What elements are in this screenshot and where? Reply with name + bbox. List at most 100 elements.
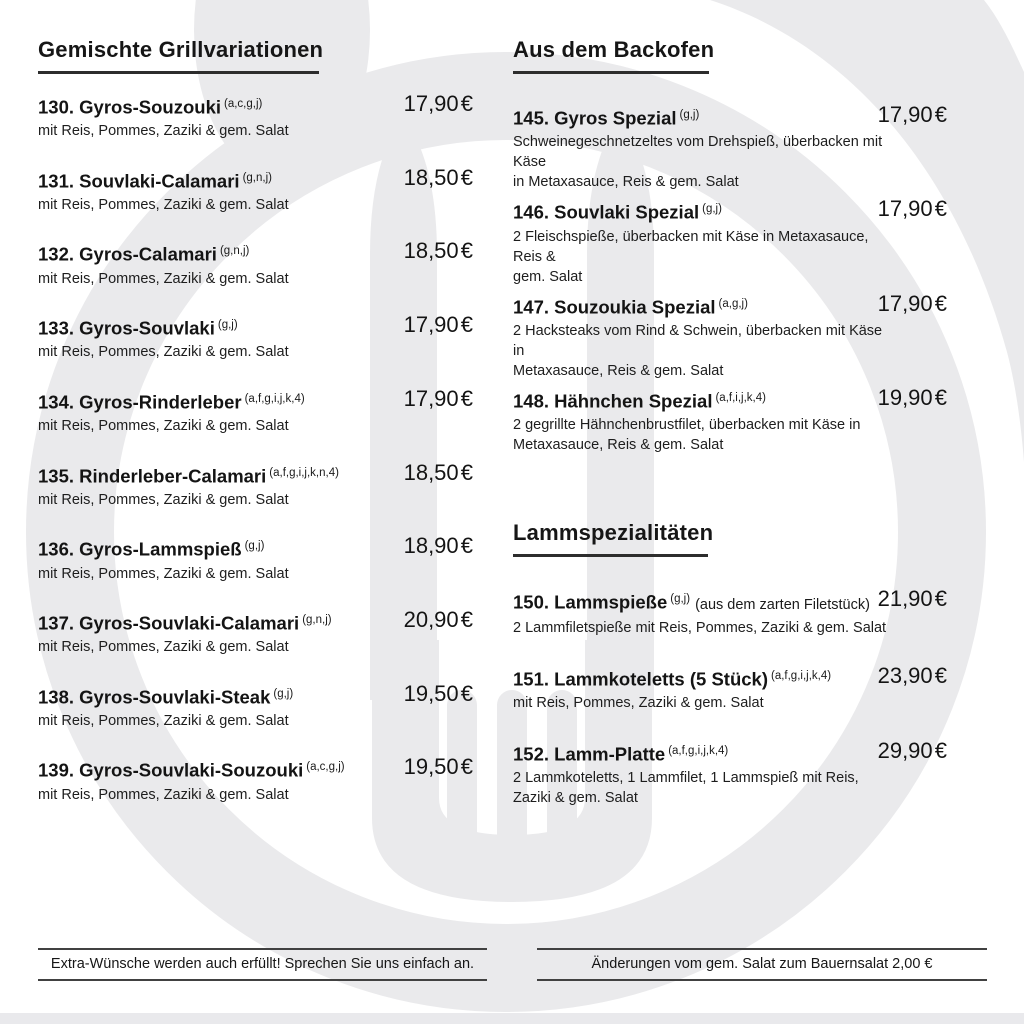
item-price: 18,90 € xyxy=(403,533,473,559)
item-title: 146. Souvlaki Spezial xyxy=(513,201,700,223)
item-title-row: 132. Gyros-Calamari (g,n,j) 18,50 € xyxy=(38,238,473,268)
item-description: mit Reis, Pommes, Zaziki & gem. Salat xyxy=(38,418,289,435)
menu-item: 145. Gyros Spezial (g,j) 17,90 € Schweinege… xyxy=(513,102,947,192)
item-price: 29,90 € xyxy=(877,737,947,763)
item-title-row: 133. Gyros-Souvlaki (g,j) 17,90 € xyxy=(38,312,473,342)
allergen-codes: (g,n,j) xyxy=(219,245,250,258)
item-list: 145. Gyros Spezial (g,j) 17,90 € Schweinege… xyxy=(513,74,947,455)
item-title-row: 147. Souzoukia Spezial (a,g,j) 17,90 € xyxy=(513,291,947,321)
allergen-codes: (g,j) xyxy=(679,109,700,121)
allergen-codes: (g,j) xyxy=(244,540,265,553)
menu-item: 132. Gyros-Calamari (g,n,j) 18,50 € mit Rei… xyxy=(38,238,473,288)
menu-item: 148. Hähnchen Spezial (a,f,i,j,k,4) 19,90 … xyxy=(513,384,947,455)
menu-item: 146. Souvlaki Spezial (g,j) 17,90 € 2 Fleis… xyxy=(513,196,947,286)
menu-item: 134. Gyros-Rinderleber (a,f,g,i,j,k,4) 17,… xyxy=(38,385,473,436)
allergen-codes: (a,c,g,j) xyxy=(306,761,345,774)
item-title-row: 148. Hähnchen Spezial (a,f,i,j,k,4) 19,90 … xyxy=(513,384,947,415)
menu-item: 137. Gyros-Souvlaki-Calamari (g,n,j) 20,90… xyxy=(38,607,473,657)
item-title: 134. Gyros-Rinderleber xyxy=(38,391,242,413)
section-lammspezialitaeten: Lammspezialitäten 150. Lammspieße (g,j) (a… xyxy=(513,519,947,808)
allergen-codes: (g,n,j) xyxy=(302,614,332,627)
menu-item: 133. Gyros-Souvlaki (g,j) 17,90 € mit Reis,… xyxy=(38,312,473,362)
item-title: 136. Gyros-Lammspieß xyxy=(38,538,242,560)
item-title-row: 145. Gyros Spezial (g,j) 17,90 € xyxy=(513,102,947,132)
allergen-codes: (a,f,g,i,j,k,4) xyxy=(668,744,729,757)
item-description: Schweinegeschnetzeltes vom Drehspieß, üb… xyxy=(513,134,883,191)
allergen-codes: (g,j) xyxy=(670,593,691,606)
item-title: 150. Lammspieße xyxy=(513,591,668,613)
item-list: 130. Gyros-Souzouki (a,c,g,j) 17,90 € mit R… xyxy=(38,74,473,805)
item-title: 147. Souzoukia Spezial xyxy=(513,295,716,317)
item-price: 23,90 € xyxy=(877,662,947,688)
section-backofen: Aus dem Backofen 145. Gyros Spezial (g,j)… xyxy=(513,36,947,455)
item-title: 133. Gyros-Souvlaki xyxy=(38,317,215,339)
item-price: 17,90 € xyxy=(403,385,473,411)
section-grillvariationen: Gemischte Grillvariationen 130. Gyros-So… xyxy=(38,36,473,805)
menu-item: 139. Gyros-Souvlaki-Souzouki (a,c,g,j) 19,… xyxy=(38,754,473,804)
item-title: 135. Rinderleber-Calamari xyxy=(38,464,267,486)
item-title: 151. Lammkoteletts (5 Stück) xyxy=(513,667,768,689)
item-price: 18,50 € xyxy=(403,459,473,485)
item-title: 132. Gyros-Calamari xyxy=(38,243,217,265)
item-price: 17,90 € xyxy=(877,196,947,222)
allergen-codes: (g,j) xyxy=(217,319,238,332)
item-description: 2 Fleischspieße, überbacken mit Käse in … xyxy=(513,228,869,285)
section-underline xyxy=(38,71,319,74)
item-title: 130. Gyros-Souzouki xyxy=(38,96,221,118)
item-description: mit Reis, Pommes, Zaziki & gem. Salat xyxy=(38,270,289,287)
item-description: mit Reis, Pommes, Zaziki & gem. Salat xyxy=(38,565,289,582)
item-list: 150. Lammspieße (g,j) (aus dem zarten File… xyxy=(513,557,947,808)
allergen-codes: (g,j) xyxy=(273,687,294,700)
item-price: 18,50 € xyxy=(403,238,473,264)
allergen-codes: (a,f,g,i,j,k,n,4) xyxy=(269,466,339,479)
section-title: Aus dem Backofen xyxy=(513,37,715,62)
item-description: mit Reis, Pommes, Zaziki & gem. Salat xyxy=(513,694,764,711)
footer-note-right-text: Änderungen vom gem. Salat zum Bauernsala… xyxy=(591,956,933,972)
item-price: 17,90 € xyxy=(877,102,947,127)
item-title: 148. Hähnchen Spezial xyxy=(513,390,713,412)
item-title-row: 139. Gyros-Souvlaki-Souzouki (a,c,g,j) 19,… xyxy=(38,754,473,784)
menu-item: 136. Gyros-Lammspieß (g,j) 18,90 € mit Reis… xyxy=(38,533,473,583)
allergen-codes: (a,f,i,j,k,4) xyxy=(715,391,766,404)
footer-note-left: Extra-Wünsche werden auch erfüllt! Sprec… xyxy=(38,948,487,981)
item-description: mit Reis, Pommes, Zaziki & gem. Salat xyxy=(38,713,289,730)
item-price: 19,90 € xyxy=(877,384,947,410)
menu-item: 130. Gyros-Souzouki (a,c,g,j) 17,90 € mit R… xyxy=(38,91,473,141)
menu-item: 147. Souzoukia Spezial (a,g,j) 17,90 € 2 Ha… xyxy=(513,291,947,381)
section-underline xyxy=(513,71,709,74)
allergen-codes: (a,f,g,i,j,k,4) xyxy=(244,392,305,405)
item-price: 20,90 € xyxy=(403,607,473,633)
item-description: mit Reis, Pommes, Zaziki & gem. Salat xyxy=(38,344,289,361)
item-description: 2 Lammkoteletts, 1 Lammfilet, 1 Lammspie… xyxy=(513,770,859,807)
item-description: 2 Lammfiletspieße mit Reis, Pommes, Zazi… xyxy=(513,619,887,636)
item-price: 19,50 € xyxy=(403,680,473,706)
item-description: mit Reis, Pommes, Zaziki & gem. Salat xyxy=(38,786,289,803)
item-description: 2 Hacksteaks vom Rind & Schwein, überbac… xyxy=(513,322,883,379)
item-title-row: 135. Rinderleber-Calamari (a,f,g,i,j,k,n,… xyxy=(38,459,473,490)
allergen-codes: (g,n,j) xyxy=(242,171,272,184)
item-price: 19,50 € xyxy=(403,754,473,780)
menu-item: 150. Lammspieße (g,j) (aus dem zarten File… xyxy=(513,586,947,637)
item-price: 21,90 € xyxy=(877,586,947,612)
section-title: Gemischte Grillvariationen xyxy=(38,37,324,62)
item-title-row: 130. Gyros-Souzouki (a,c,g,j) 17,90 € xyxy=(38,91,473,121)
item-title-row: 150. Lammspieße (g,j) (aus dem zarten File… xyxy=(513,586,947,617)
item-note: (aus dem zarten Filetstück) xyxy=(695,596,870,613)
item-description: mit Reis, Pommes, Zaziki & gem. Salat xyxy=(38,197,289,214)
allergen-codes: (a,g,j) xyxy=(718,297,748,310)
item-description: mit Reis, Pommes, Zaziki & gem. Salat xyxy=(38,491,289,508)
item-title: 145. Gyros Spezial xyxy=(513,107,677,129)
item-title-row: 146. Souvlaki Spezial (g,j) 17,90 € xyxy=(513,196,947,226)
menu-item: 152. Lamm-Platte (a,f,g,i,j,k,4) 29,90 € 2 … xyxy=(513,737,947,808)
item-price: 17,90 € xyxy=(403,91,473,116)
item-description: mit Reis, Pommes, Zaziki & gem. Salat xyxy=(38,123,289,140)
item-title: 139. Gyros-Souvlaki-Souzouki xyxy=(38,759,304,781)
menu-item: 151. Lammkoteletts (5 Stück) (a,f,g,i,j,k… xyxy=(513,662,947,713)
item-title: 137. Gyros-Souvlaki-Calamari xyxy=(38,612,300,634)
item-title-row: 152. Lamm-Platte (a,f,g,i,j,k,4) 29,90 € xyxy=(513,737,947,768)
item-title-row: 131. Souvlaki-Calamari (g,n,j) 18,50 € xyxy=(38,165,473,195)
allergen-codes: (a,c,g,j) xyxy=(224,98,263,110)
item-title: 138. Gyros-Souvlaki-Steak xyxy=(38,686,271,708)
